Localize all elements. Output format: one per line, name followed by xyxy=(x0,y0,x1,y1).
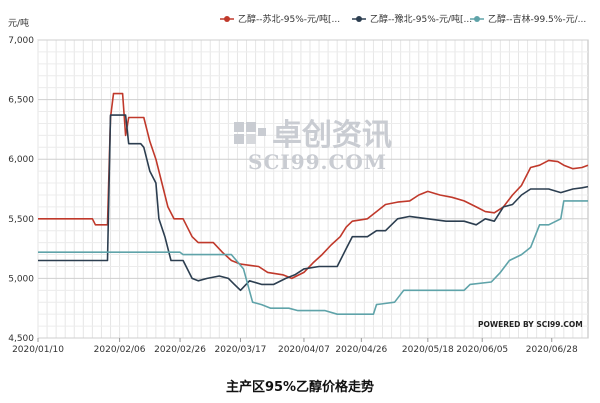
watermark: 卓创资讯 SCI99.COM POWERED BY SCI99.COM xyxy=(234,118,583,329)
chart-grid xyxy=(37,39,589,339)
x-tick-label: 2020/01/10 xyxy=(12,345,64,355)
x-tick-label: 2020/06/05 xyxy=(456,345,508,355)
y-tick-label: 4,500 xyxy=(8,334,34,344)
x-tick-label: 2020/04/26 xyxy=(335,345,387,355)
plot-area xyxy=(37,39,589,339)
legend-item-2[interactable]: 乙醇--豫北-95%-元/吨[... xyxy=(370,13,472,25)
watermark-en: SCI99.COM xyxy=(248,150,387,174)
series-line-1 xyxy=(38,92,589,280)
legend-marker-icon xyxy=(356,16,362,22)
y-axis-unit-label: 元/吨 xyxy=(8,17,29,29)
y-tick-label: 6,500 xyxy=(8,96,34,106)
x-tick-label: 2020/03/17 xyxy=(215,345,267,355)
chart-series xyxy=(38,92,589,316)
series-line-3 xyxy=(38,200,588,316)
x-tick-label: 2020/04/07 xyxy=(278,345,330,355)
x-tick-label: 2020/05/18 xyxy=(402,345,454,355)
x-tick-label: 2020/02/06 xyxy=(94,345,146,355)
y-tick-label: 6,000 xyxy=(8,155,34,165)
x-tick-label: 2020/02/26 xyxy=(154,345,206,355)
chart-legend: 乙醇--苏北-95%-元/吨[... 乙醇--豫北-95%-元/吨[... 乙醇--… xyxy=(220,13,586,25)
x-tick-label: 2020/06/28 xyxy=(526,345,578,355)
y-tick-label: 5,500 xyxy=(8,215,34,225)
sci99-logo-icon xyxy=(234,122,266,144)
legend-item-3[interactable]: 乙醇--吉林-99.5%-元/... xyxy=(488,13,586,25)
y-tick-label: 7,000 xyxy=(8,36,34,46)
watermark-cn: 卓创资讯 xyxy=(272,118,392,153)
legend-item-1[interactable]: 乙醇--苏北-95%-元/吨[... xyxy=(238,13,340,25)
legend-marker-icon xyxy=(474,16,480,22)
y-tick-label: 5,000 xyxy=(8,274,34,284)
legend-marker-icon xyxy=(224,16,230,22)
chart-title: 主产区95%乙醇价格走势 xyxy=(225,380,375,395)
chart-axes: 4,500 5,000 5,500 6,000 6,500 7,000 2020/01/10… xyxy=(8,36,578,355)
powered-by-label: POWERED BY SCI99.COM xyxy=(478,320,583,329)
series-line-2 xyxy=(38,114,589,292)
